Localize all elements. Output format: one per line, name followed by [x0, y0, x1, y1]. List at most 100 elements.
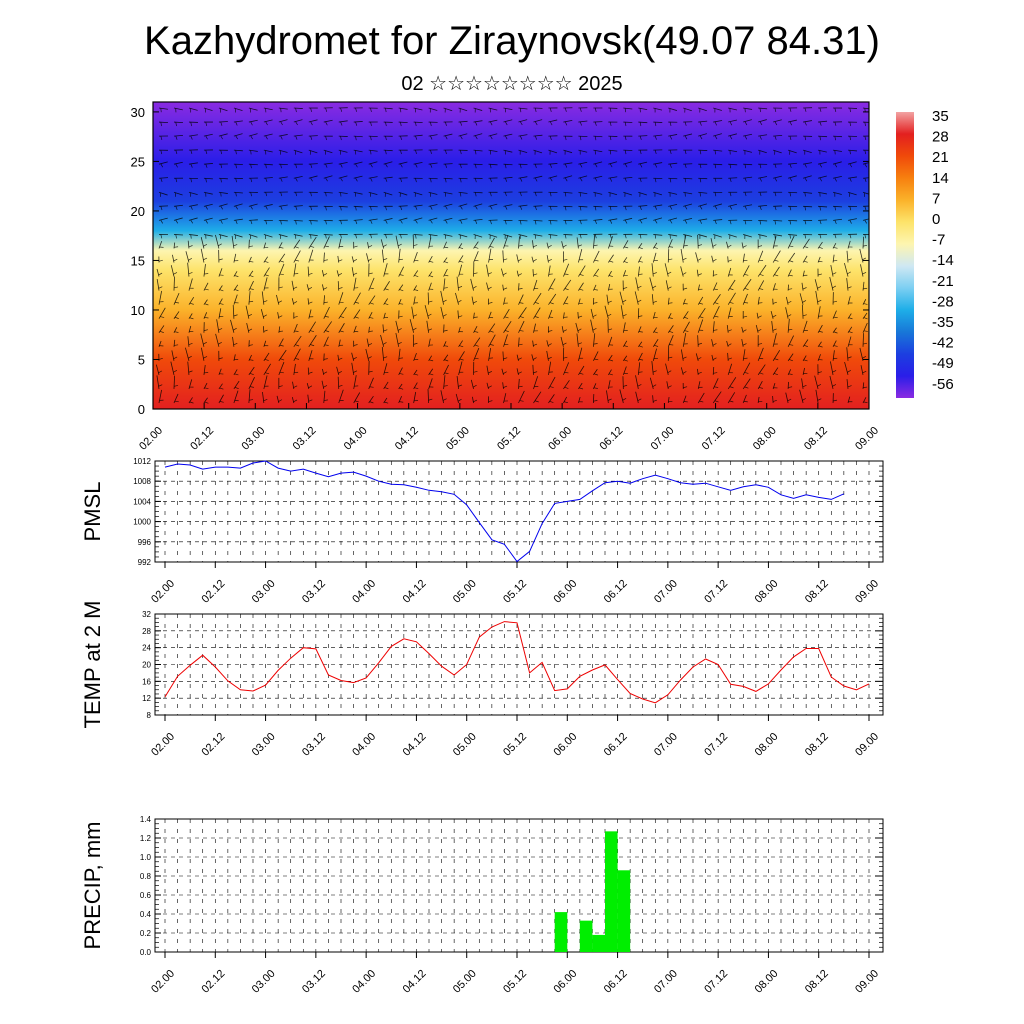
wind-arrow-barb	[564, 163, 568, 168]
wind-arrow	[862, 177, 869, 179]
wind-arrow	[713, 203, 722, 207]
wind-arrow	[471, 396, 474, 404]
wind-arrow-barb	[802, 398, 807, 401]
wind-arrow	[711, 339, 714, 347]
wind-arrow-barb	[175, 178, 178, 183]
wind-arrow-barb	[817, 299, 822, 303]
wind-arrow-barb	[353, 272, 358, 276]
wind-arrow-barb	[265, 164, 267, 169]
wind-arrow	[593, 149, 603, 153]
wind-arrow-barb	[340, 163, 343, 168]
wind-arrow	[713, 219, 723, 221]
wind-arrow-barb	[519, 302, 524, 304]
wind-arrow-barb	[399, 401, 404, 403]
wind-arrow	[458, 120, 468, 123]
wind-arrow-barb	[744, 177, 747, 182]
wind-arrow	[278, 176, 288, 179]
wind-arrow	[814, 375, 819, 390]
x-tick-label: 02.12	[199, 578, 227, 606]
wind-arrow-barb	[759, 220, 762, 225]
wind-arrow	[278, 263, 285, 277]
wind-arrow	[203, 177, 213, 180]
wind-arrow	[546, 242, 549, 249]
wind-arrow-barb	[249, 275, 254, 278]
wind-arrow-barb	[729, 192, 732, 197]
wind-arrow	[578, 265, 586, 277]
wind-arrow-barb	[400, 206, 403, 211]
wind-arrow	[710, 238, 714, 249]
wind-arrow-barb	[265, 220, 268, 225]
wind-arrow-barb	[413, 342, 418, 345]
wind-arrow	[533, 205, 543, 207]
wind-arrow	[218, 107, 228, 112]
wind-arrow	[653, 121, 663, 123]
wind-arrow	[308, 335, 317, 348]
wind-arrow	[799, 389, 804, 404]
wind-arrow-barb	[385, 206, 387, 211]
wind-arrow	[351, 352, 355, 361]
wind-arrow	[398, 161, 408, 165]
wind-arrow	[291, 280, 295, 291]
wind-arrow-barb	[549, 400, 554, 403]
wind-arrow-barb	[263, 300, 268, 303]
wind-arrow-barb	[623, 261, 628, 264]
wind-arrow	[443, 234, 453, 237]
wind-arrow-barb	[608, 373, 613, 376]
wind-arrow	[308, 175, 318, 179]
wind-arrow	[847, 240, 851, 249]
wind-arrow	[218, 383, 223, 390]
wind-arrow-barb	[293, 316, 298, 318]
wind-arrow	[773, 234, 783, 237]
wind-arrow	[802, 367, 805, 375]
wind-arrow-barb	[729, 288, 734, 291]
wind-arrow	[262, 391, 265, 404]
wind-arrow	[278, 349, 287, 362]
wind-arrow-barb	[249, 373, 254, 376]
wind-arrow-barb	[593, 289, 598, 291]
wind-arrow-barb	[263, 329, 268, 332]
precip-bar	[617, 870, 631, 952]
wind-arrow	[803, 191, 813, 194]
wind-arrow	[278, 149, 288, 153]
wind-arrow-barb	[789, 245, 794, 248]
colorbar-label: 35	[932, 108, 949, 125]
wind-arrow-barb	[562, 342, 567, 346]
wind-arrow	[817, 191, 827, 195]
wind-arrow-barb	[683, 386, 688, 389]
wind-arrow-barb	[250, 135, 253, 140]
colorbar-label: -14	[932, 252, 954, 269]
wind-arrow	[443, 177, 453, 180]
y-tick-label: 20	[142, 661, 151, 670]
wind-arrow-barb	[264, 358, 269, 361]
wind-arrow-barb	[534, 316, 539, 318]
heatmap-y-tick-label: 30	[131, 105, 145, 120]
wind-arrow-barb	[368, 330, 373, 332]
wind-arrow-barb	[639, 234, 642, 239]
wind-arrow	[683, 203, 693, 207]
wind-arrow	[291, 298, 295, 305]
wind-arrow	[413, 107, 423, 111]
wind-arrow-barb	[174, 246, 179, 248]
wind-arrow	[619, 291, 624, 305]
wind-arrow-barb	[549, 121, 553, 126]
wind-arrow-barb	[204, 273, 209, 275]
wind-arrow	[668, 162, 678, 165]
wind-arrow-barb	[713, 274, 718, 276]
wind-arrow	[443, 257, 448, 263]
wind-arrow-barb	[175, 135, 178, 140]
x-tick-label: 07.12	[702, 731, 730, 759]
wind-arrow-barb	[325, 121, 328, 126]
wind-arrow	[742, 278, 752, 291]
wind-arrow-barb	[205, 219, 208, 224]
wind-arrow	[187, 262, 190, 277]
wind-arrow	[293, 234, 303, 237]
wind-arrow-barb	[353, 259, 358, 262]
wind-arrow-barb	[788, 274, 793, 277]
wind-arrow-barb	[220, 219, 223, 224]
wind-arrow	[276, 395, 280, 404]
wind-arrow	[548, 394, 555, 404]
wind-arrow	[203, 217, 213, 221]
wind-arrow	[713, 234, 722, 238]
wind-arrow	[323, 295, 325, 305]
wind-arrow	[307, 367, 310, 375]
